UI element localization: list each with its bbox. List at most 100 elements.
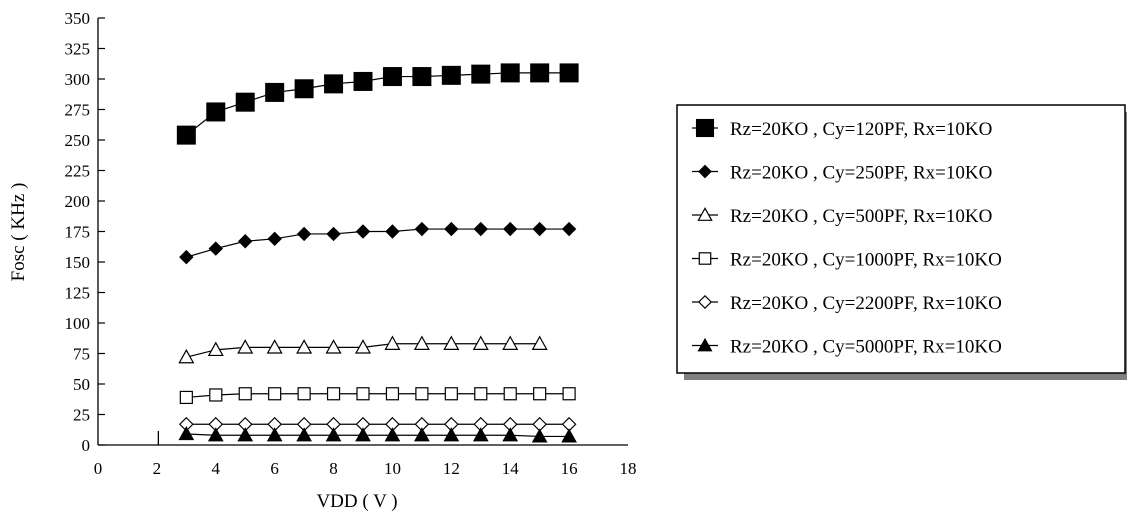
legend-swatch-marker <box>697 337 713 352</box>
data-point <box>207 341 224 357</box>
y-axis-title: Fosc ( KHz ) <box>8 183 29 282</box>
data-point <box>294 79 314 99</box>
series-1 <box>176 63 579 145</box>
data-point <box>265 82 285 102</box>
y-tick-label: 175 <box>65 223 91 242</box>
data-point <box>503 387 517 401</box>
series-layer <box>176 63 579 443</box>
data-point <box>472 427 489 442</box>
data-point <box>178 348 195 364</box>
legend-swatch-marker <box>698 252 712 265</box>
y-axis: 0 25 50 75 100 125 150 175 200 225 250 275 300 325 350 <box>65 9 105 455</box>
data-point <box>296 427 312 442</box>
legend-items: Rz=20KO , Cy=120PF, Rx=10KO Rz=20KO , Cy=… <box>692 118 1002 358</box>
data-point <box>355 427 371 442</box>
legend-item: Rz=20KO , Cy=250PF, Rx=10KO <box>692 163 992 184</box>
data-point <box>415 387 429 401</box>
data-point <box>208 241 223 256</box>
legend-label: Rz=20KO , Cy=1000PF, Rx=10KO <box>730 250 1002 271</box>
data-point <box>356 387 370 401</box>
legend-item: Rz=20KO , Cy=1000PF, Rx=10KO <box>692 250 1002 271</box>
y-tick-label: 225 <box>65 162 91 181</box>
y-tick-label: 100 <box>65 314 91 333</box>
data-point <box>266 339 283 354</box>
x-tick-label: 12 <box>443 459 460 478</box>
y-tick-label: 200 <box>65 192 91 211</box>
data-point <box>503 221 518 237</box>
series-4 <box>179 387 576 405</box>
legend-swatch-marker <box>697 207 713 221</box>
data-point <box>238 234 253 249</box>
data-point <box>237 339 254 354</box>
x-tick-label: 14 <box>502 459 520 478</box>
data-point <box>473 221 488 237</box>
legend: Rz=20KO , Cy=120PF, Rx=10KO Rz=20KO , Cy=… <box>676 104 1127 380</box>
x-tick-label: 8 <box>329 459 338 478</box>
data-point <box>266 427 283 442</box>
data-point <box>559 63 579 83</box>
legend-swatch-marker <box>697 294 713 310</box>
x-tick-label: 16 <box>561 459 578 478</box>
x-axis: 0 2 4 6 8 10 12 14 16 18 <box>94 459 637 478</box>
data-point <box>268 387 282 401</box>
legend-item: Rz=20KO , Cy=2200PF, Rx=10KO <box>692 293 1002 314</box>
y-tick-label: 0 <box>82 436 91 455</box>
y-tick-label: 300 <box>65 70 91 89</box>
y-tick-label: 50 <box>73 375 90 394</box>
data-point <box>296 226 312 242</box>
data-point <box>382 67 402 87</box>
data-point <box>502 335 519 350</box>
legend-item: Rz=20KO , Cy=120PF, Rx=10KO <box>692 118 992 140</box>
data-point <box>441 65 461 85</box>
y-tick-label: 350 <box>65 9 91 28</box>
data-point <box>354 339 372 354</box>
legend-label: Rz=20KO , Cy=250PF, Rx=10KO <box>730 163 992 184</box>
data-point <box>474 387 488 401</box>
data-point <box>385 387 400 401</box>
data-point <box>178 425 195 441</box>
data-point <box>472 335 489 350</box>
data-point <box>384 335 401 350</box>
y-tick-label: 275 <box>65 101 91 120</box>
data-point <box>179 390 193 405</box>
data-point <box>413 335 430 350</box>
data-point <box>176 125 196 145</box>
data-point <box>561 221 577 237</box>
legend-label: Rz=20KO , Cy=5000PF, Rx=10KO <box>730 337 1002 358</box>
series-5 <box>178 416 577 432</box>
data-point <box>500 63 520 83</box>
legend-label: Rz=20KO , Cy=2200PF, Rx=10KO <box>730 293 1002 314</box>
data-point <box>385 224 400 239</box>
data-point <box>325 339 342 354</box>
legend-item: Rz=20KO , Cy=5000PF, Rx=10KO <box>692 337 1002 358</box>
x-tick-label: 6 <box>270 459 279 478</box>
data-point <box>414 427 430 442</box>
x-tick-label: 0 <box>94 459 103 478</box>
y-tick-label: 325 <box>65 40 91 59</box>
data-point <box>530 63 550 83</box>
data-point <box>326 226 341 242</box>
data-point <box>412 67 432 87</box>
data-point <box>384 427 401 442</box>
data-point <box>562 387 576 401</box>
x-tick-label: 10 <box>384 459 401 478</box>
data-point <box>561 428 577 443</box>
data-point <box>326 387 341 401</box>
y-tick-label: 150 <box>65 253 91 272</box>
data-point <box>443 335 460 350</box>
data-point <box>237 427 254 442</box>
data-point <box>502 427 519 442</box>
legend-label: Rz=20KO , Cy=120PF, Rx=10KO <box>730 119 992 140</box>
data-point <box>444 387 458 401</box>
data-point <box>443 427 460 442</box>
y-tick-label: 75 <box>73 345 90 364</box>
data-point <box>444 221 459 237</box>
y-tick-label: 250 <box>65 131 91 150</box>
legend-box <box>676 104 1126 374</box>
data-point <box>209 388 223 402</box>
series-3 <box>178 335 548 364</box>
data-point <box>531 335 548 350</box>
data-point <box>235 92 255 112</box>
data-point <box>532 221 547 237</box>
